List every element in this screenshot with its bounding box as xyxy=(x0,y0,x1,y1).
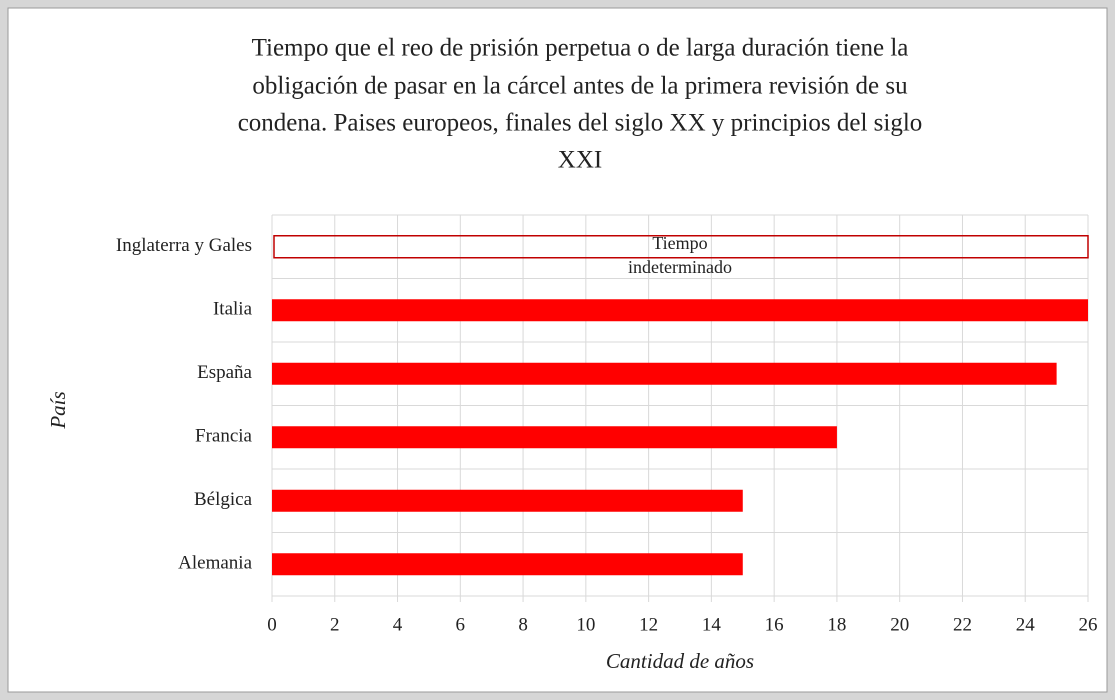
bar xyxy=(272,553,743,576)
y-tick-label: Francia xyxy=(195,426,253,447)
x-tick-label: 18 xyxy=(827,614,846,635)
x-tick-label: 20 xyxy=(890,614,909,635)
x-tick-label: 2 xyxy=(330,614,340,635)
y-axis-label: País xyxy=(46,391,70,429)
x-axis-label: Cantidad de años xyxy=(606,649,754,673)
y-tick-label: Alemania xyxy=(178,553,252,574)
annotation-box xyxy=(273,235,1089,259)
chart-title: XXI xyxy=(558,147,602,174)
x-tick-label: 0 xyxy=(267,614,277,635)
y-tick-label: Inglaterra y Gales xyxy=(116,235,252,256)
x-tick-label: 16 xyxy=(765,614,784,635)
bar xyxy=(272,362,1057,385)
chart-title: condena. Paises europeos, finales del si… xyxy=(238,110,923,137)
annotation: Tiempo xyxy=(652,233,707,253)
bar xyxy=(272,489,743,512)
x-tick-label: 6 xyxy=(456,614,466,635)
annotation: indeterminado xyxy=(628,257,732,277)
x-tick-label: 26 xyxy=(1079,614,1098,635)
x-tick-label: 14 xyxy=(702,614,722,635)
bar xyxy=(272,299,1088,322)
x-tick-label: 10 xyxy=(576,614,595,635)
x-tick-label: 8 xyxy=(518,614,528,635)
x-tick-label: 24 xyxy=(1016,614,1036,635)
y-tick-label: Bélgica xyxy=(194,489,253,510)
chart-title: obligación de pasar en la cárcel antes d… xyxy=(252,73,908,100)
bar xyxy=(272,426,837,449)
x-tick-label: 22 xyxy=(953,614,972,635)
chart-title: Tiempo que el reo de prisión perpetua o … xyxy=(252,35,909,62)
y-tick-label: España xyxy=(197,362,252,383)
x-tick-label: 4 xyxy=(393,614,403,635)
chart-panel xyxy=(7,7,1108,693)
y-tick-label: Italia xyxy=(213,299,253,320)
x-tick-label: 12 xyxy=(639,614,658,635)
